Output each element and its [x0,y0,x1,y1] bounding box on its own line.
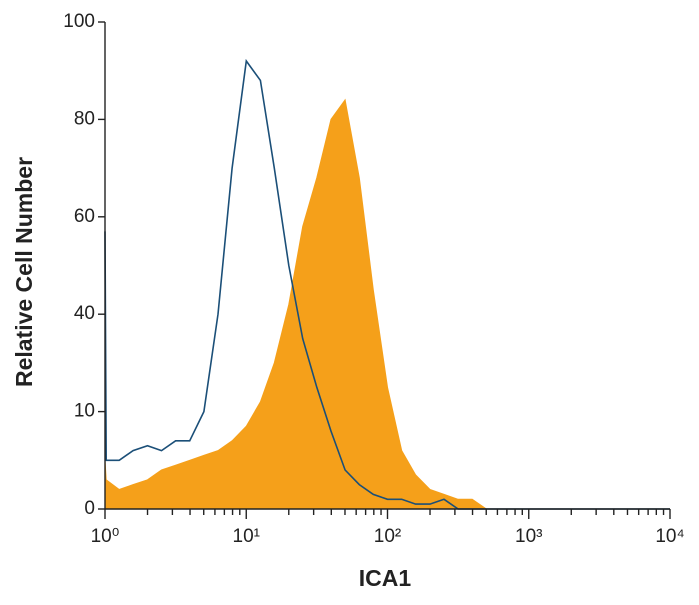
y-axis-label: Relative Cell Number [11,157,37,387]
histogram-area [104,98,670,510]
y-tick-label: 0 [84,498,95,519]
x-tick-label: 10³ [515,526,542,547]
y-tick-label: 40 [74,303,95,324]
y-tick-label: 100 [63,11,95,32]
y-tick-label: 10 [74,401,95,422]
x-tick-label: 10⁰ [91,526,120,547]
x-axis-label: ICA1 [359,565,412,591]
x-tick-label: 10⁴ [655,526,684,547]
x-tick-label: 10¹ [233,526,260,547]
y-tick-label: 80 [74,108,95,129]
x-tick-label: 10² [374,526,401,547]
y-tick-label: 60 [74,206,95,227]
